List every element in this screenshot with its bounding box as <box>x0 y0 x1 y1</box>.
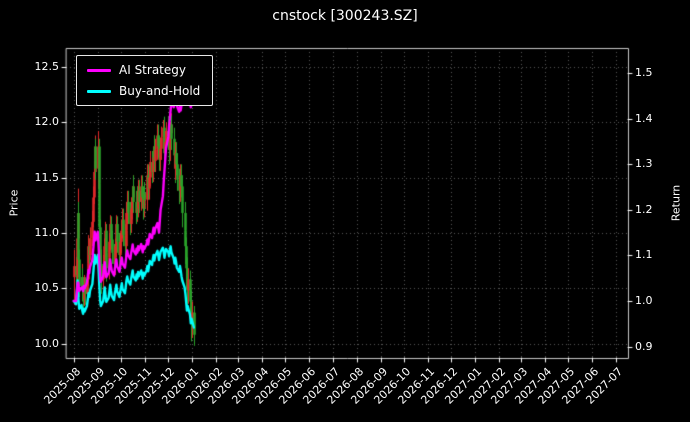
price-tick-label: 11.5 <box>34 170 60 184</box>
return-tick-label: 1.2 <box>635 202 653 216</box>
return-tick-label: 1.4 <box>635 111 653 125</box>
return-axis-label: Return <box>669 184 683 222</box>
legend-label-buy-and-hold: Buy-and-Hold <box>119 84 201 98</box>
ai-strategy-line-swatch <box>87 68 111 72</box>
legend-label-ai-strategy: AI Strategy <box>119 63 186 77</box>
price-tick-label: 10.5 <box>34 281 60 295</box>
chart-title: cnstock [300243.SZ] <box>272 8 418 24</box>
price-axis-label: Price <box>7 189 21 217</box>
legend: AI Strategy Buy-and-Hold <box>76 55 214 106</box>
return-tick-label: 1.3 <box>635 157 653 171</box>
price-tick-label: 12.0 <box>34 115 60 129</box>
return-tick-label: 1.5 <box>635 66 653 80</box>
legend-item-ai-strategy: AI Strategy <box>87 63 200 77</box>
legend-item-buy-and-hold: Buy-and-Hold <box>87 84 200 98</box>
price-tick-label: 10.0 <box>34 336 60 350</box>
return-tick-label: 0.9 <box>635 339 653 353</box>
return-tick-label: 1.0 <box>635 294 653 307</box>
price-tick-label: 11.0 <box>34 225 60 239</box>
return-tick-label: 1.1 <box>635 248 653 262</box>
price-tick-label: 12.5 <box>34 59 60 73</box>
buy-and-hold-line-swatch <box>87 89 111 93</box>
